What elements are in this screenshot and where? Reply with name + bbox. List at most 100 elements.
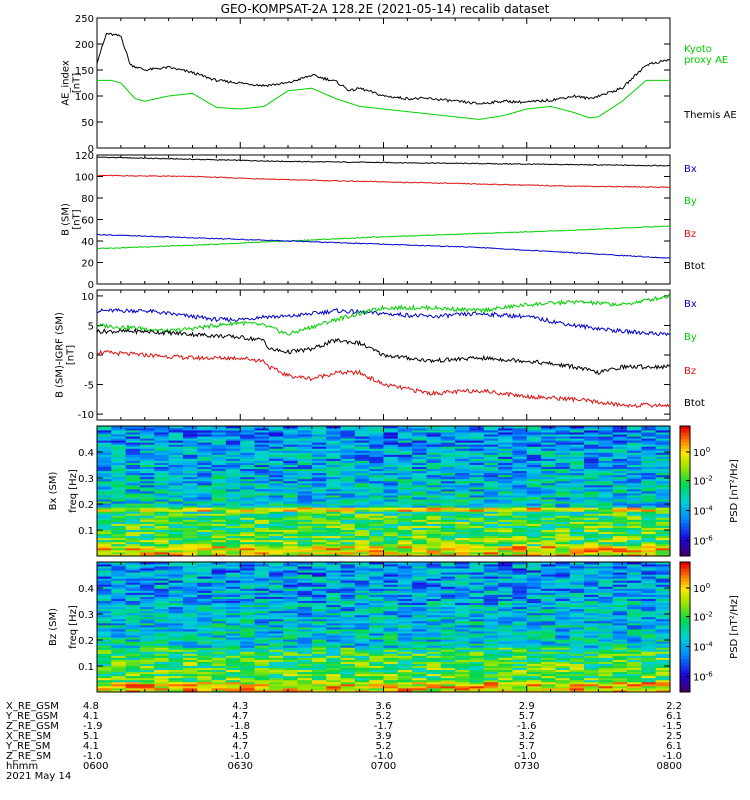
panel-spec_bx-cell [555, 480, 571, 484]
panel-spec_bz-cell [254, 612, 270, 616]
panel-spec_bx-cell [526, 533, 542, 537]
panel-spec_bx-cell [469, 509, 485, 512]
panel-spec_bz-cell [483, 608, 499, 612]
panel-spec_bx-cell [412, 523, 427, 526]
panel-spec_bz-cell [154, 667, 170, 671]
panel-spec_bx-cell [426, 434, 442, 437]
panel-spec_bx-cell [440, 464, 456, 468]
panel-spec_bx-cell [369, 448, 384, 451]
panel-spec_bz-cell [526, 594, 542, 597]
panel-spec_bz-cell [426, 629, 442, 632]
panel-spec_bx-cell [111, 476, 127, 480]
panel-spec_bz-cell [225, 598, 241, 601]
panel-spec_bx-cell [383, 535, 399, 539]
panel-spec_bx-cell [268, 448, 284, 451]
panel-spec_bz-cell [97, 582, 112, 585]
panel-spec_bz-cell [197, 570, 212, 573]
panel-spec_bx-cell [641, 525, 657, 528]
panel-spec_bx-cell [283, 513, 298, 516]
panel-spec_bx-cell [369, 549, 384, 553]
panel-spec_bz-cell [197, 683, 212, 687]
panel-spec_bz-cell [340, 679, 356, 683]
panel-spec_bz-cell [354, 661, 370, 664]
panel-spec_bx-cell [641, 472, 657, 476]
panel-spec_bx-cell [268, 525, 284, 528]
panel-spec_bx-cell [268, 480, 284, 484]
panel-spec_bz-cell [182, 598, 198, 601]
panel-spec_bx-cell [498, 509, 513, 512]
panel-spec_bz-cell [555, 681, 571, 685]
panel-spec_bx-cell [627, 537, 642, 541]
panel-spec_bz-cell [340, 586, 356, 589]
panel-spec_bx-cell [383, 442, 399, 445]
panel-spec_bx-cell [541, 541, 556, 545]
panel-spec_bx-cell [627, 460, 642, 463]
panel-spec_bx-cell [584, 527, 599, 530]
panel-spec_bx-cell [139, 539, 155, 543]
panel-spec_bz-cell [426, 689, 442, 693]
panel-spec_bx-cell [240, 464, 255, 468]
panel-spec_bx-cell [197, 428, 212, 431]
panel-spec_bz-cell [125, 649, 141, 652]
panel-spec_bx-cell [354, 553, 370, 557]
panel-spec_bz-cell [311, 689, 327, 693]
panel-spec_bx-cell [240, 442, 255, 445]
panel-spec_bx-cell [240, 446, 255, 449]
panel-spec_bx-cell [340, 448, 356, 451]
panel-spec_bx-cell [526, 535, 542, 539]
panel-spec_bx-cell [641, 428, 657, 431]
panel-spec_bx-cell [268, 547, 284, 551]
panel-spec_bz-cell [369, 562, 384, 565]
panel-spec_bx-cell [512, 549, 528, 553]
panel-spec_bz-cell [526, 574, 542, 577]
panel-spec_bx-ylabel-freq-line: freq [Hz] [68, 469, 79, 513]
panel-spec_bz-cell [254, 643, 270, 646]
panel-spec_bx-cell [225, 549, 241, 553]
panel-spec_bx-cell [97, 434, 112, 437]
panel-spec_bz-cell [240, 671, 255, 675]
panel-spec_bz-cell [455, 606, 470, 610]
panel-spec_bz-cell [383, 651, 399, 654]
panel-spec_bz-cell [426, 663, 442, 666]
panel-spec_bz-cell [182, 679, 198, 683]
panel-spec_bz-cell [297, 687, 313, 691]
panel-spec_bz-cell [97, 655, 112, 658]
panel-spec_bz-cell [541, 689, 556, 693]
panel-spec_bz-cell [498, 689, 513, 693]
panel-spec_bz-cell [139, 627, 155, 630]
panel-spec_bz-cell [268, 574, 284, 577]
panel-spec_bx-cell [354, 541, 370, 545]
panel-spec_bz-cell [397, 629, 413, 632]
panel-spec_bz-cell [369, 608, 384, 612]
panel-spec_bx-cell [598, 549, 614, 553]
panel-spec_bz-cell [240, 592, 255, 595]
panel-spec_bx-cell [311, 505, 327, 508]
panel-spec_bz-cell [311, 637, 327, 640]
panel-spec_bz-cell [125, 612, 141, 616]
panel-db-series-btot [96, 328, 671, 375]
panel-spec_bx-cell [125, 511, 141, 514]
panel-spec_bz-cell [383, 631, 399, 634]
panel-spec_bx-cell [268, 468, 284, 472]
panel-spec_bz-cell [397, 647, 413, 650]
panel-spec_bz-cell [182, 584, 198, 587]
panel-spec_bz-cell [541, 574, 556, 577]
panel-spec_bz-cell [168, 614, 184, 618]
panel-spec_bx-cell [326, 545, 341, 549]
panel-spec_bx-cell [526, 476, 542, 480]
panel-spec_bx-cell [154, 486, 170, 490]
panel-spec_bz-cell [125, 629, 141, 632]
panel-spec_bx-cell [598, 456, 614, 459]
panel-spec_bx-cell [97, 426, 112, 429]
panel-spec_bz-cell [240, 600, 255, 604]
panel-spec_bx-cell [268, 464, 284, 468]
panel-spec_bz-cell [354, 566, 370, 569]
panel-spec_bx-cell [111, 438, 127, 441]
panel-spec_bx-cell [354, 444, 370, 447]
panel-spec_bx-cell [225, 438, 241, 441]
panel-spec_bx-cell [483, 456, 499, 459]
panel-spec_bx-cell [469, 488, 485, 492]
panel-spec_bx-cell [369, 444, 384, 447]
panel-spec_bx-cell [311, 438, 327, 441]
panel-spec_bx-cell [397, 527, 413, 530]
